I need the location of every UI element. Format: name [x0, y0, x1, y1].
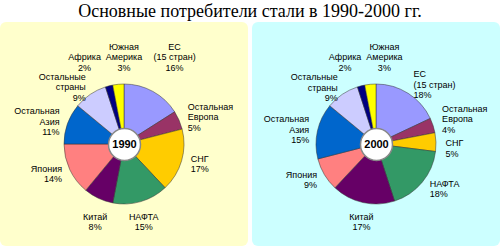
svg-text:ЮжнаяАмерика3%: ЮжнаяАмерика3%	[106, 42, 142, 73]
svg-text:ОстальнаяАзия11%: ОстальнаяАзия11%	[14, 106, 59, 137]
svg-text:Китай17%: Китай17%	[349, 212, 373, 232]
svg-text:Япония14%: Япония14%	[31, 164, 62, 184]
svg-text:СНГ17%: СНГ17%	[191, 154, 209, 174]
svg-text:Китай8%: Китай8%	[83, 212, 107, 232]
svg-text:Африка2%: Африка2%	[68, 52, 101, 72]
svg-text:НАФТА15%: НАФТА15%	[129, 212, 159, 232]
svg-text:Африка2%: Африка2%	[329, 52, 362, 72]
html-text:Основные потребители стали в 1: Основные потребители стали в 1990-2000 г…	[78, 1, 422, 21]
svg-text:ОстальнаяЕвропа4%: ОстальнаяЕвропа4%	[442, 104, 487, 135]
svg-text:ЮжнаяАмерика3%: ЮжнаяАмерика3%	[366, 42, 402, 73]
svg-text:ОстальнаяЕвропа5%: ОстальнаяЕвропа5%	[188, 102, 233, 133]
svg-text:ОстальнаяАзия15%: ОстальнаяАзия15%	[264, 114, 309, 145]
svg-text:Остальныестраны9%: Остальныестраны9%	[39, 72, 86, 103]
svg-text:ЕС(15 стран)16%: ЕС(15 стран)16%	[154, 42, 196, 73]
svg-text:ЕС(15 стран)18%: ЕС(15 стран)18%	[413, 69, 455, 100]
svg-text:2000: 2000	[364, 138, 388, 150]
svg-text:Япония9%: Япония9%	[286, 170, 317, 190]
svg-text:1990: 1990	[112, 138, 136, 150]
svg-text:НАФТА18%: НАФТА18%	[430, 179, 460, 199]
svg-text:Остальныестраны9%: Остальныестраны9%	[291, 72, 338, 103]
svg-text:СНГ5%: СНГ5%	[445, 138, 463, 158]
